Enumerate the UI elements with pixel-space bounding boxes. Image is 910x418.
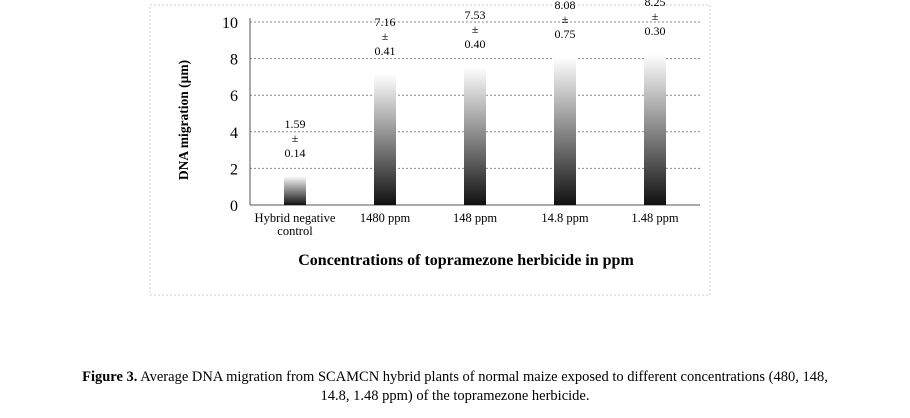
data-label-error: 0.30 (645, 24, 666, 38)
y-tick-label: 6 (230, 88, 238, 105)
x-tick-label: Hybrid negative (255, 211, 336, 225)
caption-text-line2: 14.8, 1.48 ppm) of the topramezone herbi… (320, 388, 590, 404)
value-labels: 1.59±0.147.16±0.417.53±0.408.08±0.758.25… (285, 0, 666, 160)
x-axis-label: Concentrations of topramezone herbicide … (298, 252, 634, 269)
data-label-pm: ± (562, 12, 569, 26)
bar (374, 73, 396, 205)
y-tick-label: 10 (222, 15, 238, 32)
data-label: 7.16 (375, 15, 396, 29)
bar (284, 175, 306, 205)
data-label-error: 0.75 (555, 27, 576, 41)
data-label-pm: ± (652, 9, 659, 23)
x-tick-label: 14.8 ppm (541, 211, 589, 225)
bar (644, 54, 666, 206)
chart-frame (149, 4, 711, 296)
data-label-pm: ± (472, 22, 479, 36)
y-tick-label: 2 (230, 161, 238, 178)
x-tick-label: 148 ppm (453, 211, 497, 225)
data-label-error: 0.14 (285, 146, 306, 160)
y-tick-label: 0 (230, 198, 238, 215)
bar (554, 57, 576, 205)
x-tick-label: control (277, 224, 313, 238)
data-label-pm: ± (382, 29, 389, 43)
x-tick-label: 1480 ppm (360, 211, 411, 225)
bar (464, 67, 486, 206)
data-label-error: 0.41 (375, 44, 396, 58)
data-label-error: 0.40 (465, 37, 486, 51)
figure-caption: Figure 3. Average DNA migration from SCA… (0, 368, 910, 406)
bars (284, 54, 666, 206)
data-label: 7.53 (465, 8, 486, 22)
caption-text: Average DNA migration from SCAMCN hybrid… (137, 369, 828, 385)
data-label: 8.25 (645, 0, 666, 9)
x-tick-label: 1.48 ppm (631, 211, 679, 225)
caption-label: Figure 3. (82, 369, 138, 385)
data-label: 8.08 (555, 0, 576, 12)
y-axis-label: DNA migration (µm) (176, 60, 191, 180)
data-label-pm: ± (292, 131, 299, 145)
data-label: 1.59 (285, 117, 306, 131)
y-tick-label: 8 (230, 52, 238, 69)
y-tick-label: 4 (230, 125, 238, 142)
